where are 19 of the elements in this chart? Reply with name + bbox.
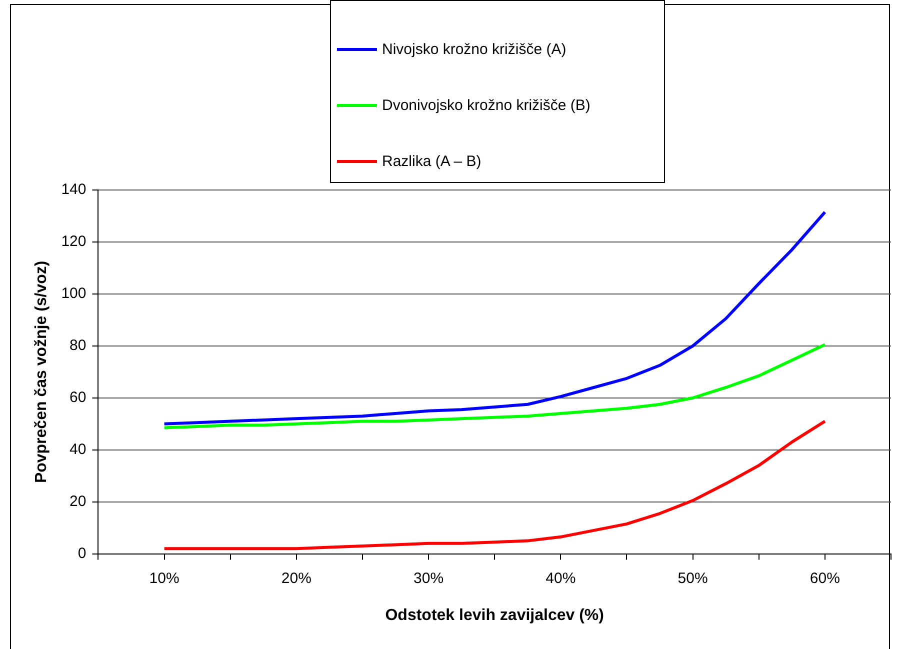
x-axis-title: Odstotek levih zavijalcev (%) [385,606,604,624]
y-axis-title: Povprečen čas vožnje (s/voz) [33,260,50,484]
y-tick-label: 20 [70,492,86,510]
y-tick-label: 120 [61,233,86,250]
x-tick-label: 30% [414,570,444,587]
y-tick-label: 60 [70,389,86,406]
legend-label: Razlika (A – B) [382,152,482,170]
y-tick-label: 140 [61,181,86,198]
x-tick-label: 40% [546,570,576,587]
y-tick-label: 0 [78,544,86,562]
y-tick-label: 80 [70,337,86,354]
x-tick-label: 50% [678,570,708,587]
y-tick-label: 40 [70,441,86,458]
y-tick-label: 100 [61,285,86,302]
x-tick-label: 20% [281,570,312,587]
x-tick-label: 10% [149,570,180,587]
legend-label: Nivojsko krožno križišče (A) [382,40,566,58]
legend-label: Dvonivojsko krožno križišče (B) [382,96,590,114]
x-tick-label: 60% [810,570,840,587]
